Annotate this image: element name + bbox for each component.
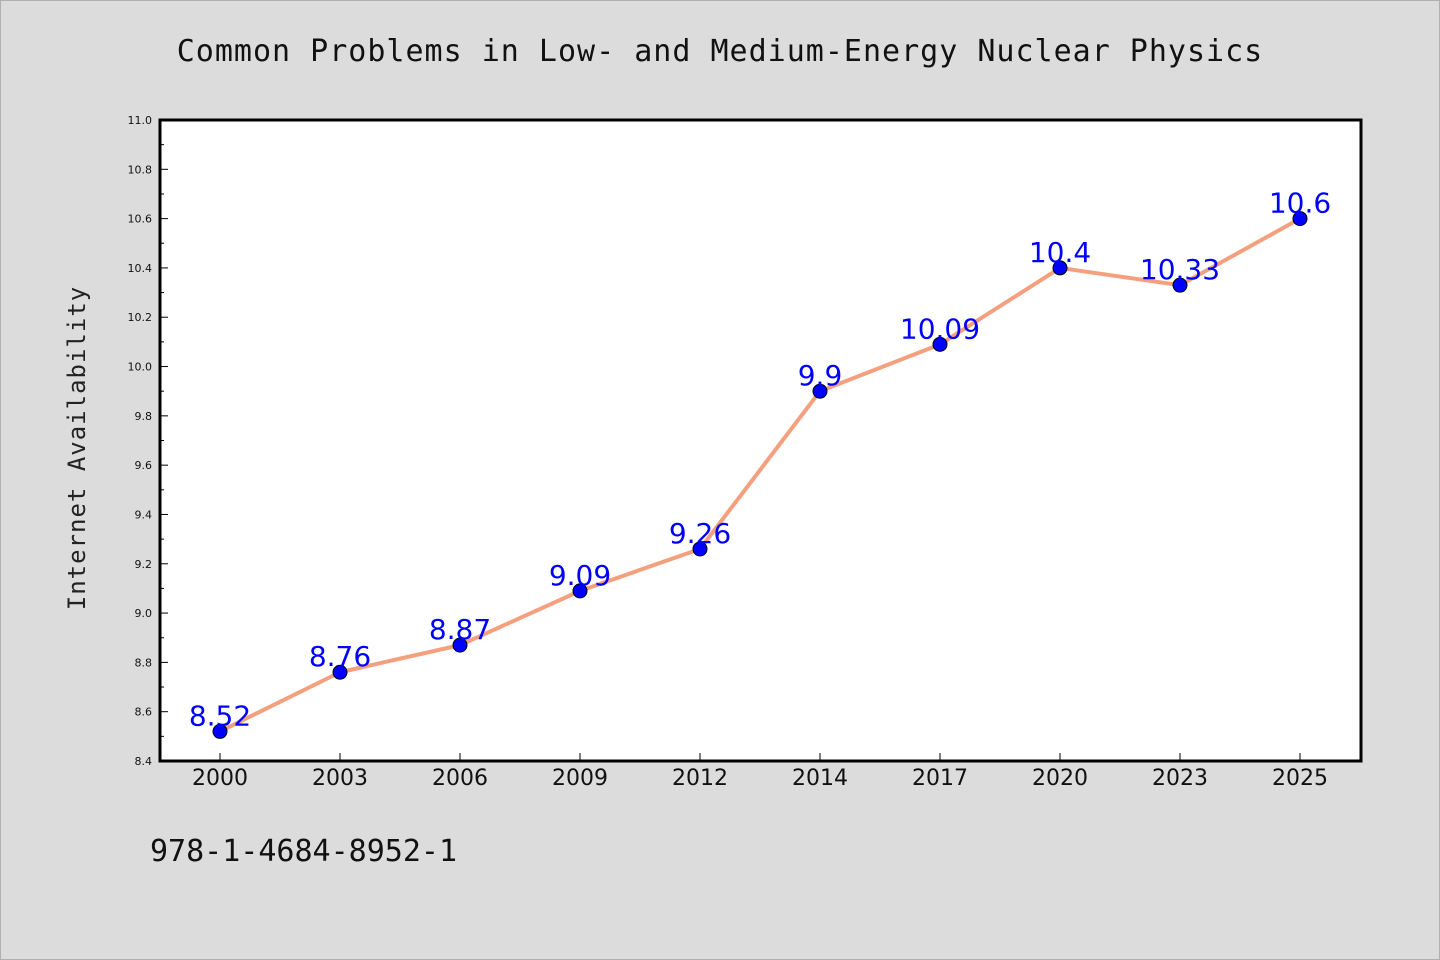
y-tick-label: 10.4 [128, 262, 153, 275]
y-tick-label: 8.8 [135, 656, 153, 669]
data-point [452, 637, 468, 653]
y-tick-label: 9.2 [135, 558, 153, 571]
y-tick-label: 9.6 [135, 459, 153, 472]
data-label: 9.09 [549, 559, 611, 592]
y-axis-label: Internet Availability [63, 286, 91, 610]
data-label: 10.09 [900, 312, 980, 345]
data-label: 8.52 [189, 699, 251, 732]
x-tick-label: 2012 [672, 766, 728, 791]
data-point [1052, 260, 1068, 276]
y-tick-label: 9.4 [135, 508, 153, 521]
data-label: 10.6 [1269, 187, 1331, 220]
y-tick-label: 9.0 [135, 607, 153, 620]
y-tick-label: 10.8 [128, 163, 153, 176]
data-point [932, 336, 948, 352]
data-point [1172, 277, 1188, 293]
data-point [812, 383, 828, 399]
x-tick-label: 2017 [912, 766, 968, 791]
data-label: 9.26 [669, 517, 731, 550]
y-tick-label: 10.6 [128, 213, 153, 226]
series-layer: 8.52 8.76 8.87 9.09 9.26 9.9 10.09 10.4 10.33 10.… [189, 187, 1331, 739]
x-tick-label: 2003 [312, 766, 368, 791]
isbn-label: 978-1-4684-8952-1 [150, 834, 458, 869]
data-point [332, 664, 348, 680]
y-tick-label: 10.0 [128, 361, 153, 374]
data-point [572, 583, 588, 599]
x-axis-ticks: 2000 2003 2006 2009 2012 2014 2017 2020 2023 2025 [192, 753, 1328, 791]
x-tick-label: 2009 [552, 766, 608, 791]
plot-border [158, 118, 1363, 763]
y-tick-label: 8.4 [135, 755, 153, 768]
y-tick-label: 9.8 [135, 410, 153, 423]
x-tick-label: 2020 [1032, 766, 1088, 791]
data-point [212, 723, 228, 739]
x-tick-label: 2025 [1272, 766, 1328, 791]
x-tick-label: 2014 [792, 766, 848, 791]
x-tick-label: 2023 [1152, 766, 1208, 791]
data-label: 8.87 [429, 613, 491, 646]
y-tick-label: 8.6 [135, 706, 153, 719]
plot-area [160, 120, 1361, 761]
data-label: 8.76 [309, 640, 371, 673]
data-point [1292, 211, 1308, 227]
data-point [692, 541, 708, 557]
chart-title: Common Problems in Low- and Medium-Energ… [176, 34, 1264, 69]
data-label: 9.9 [798, 359, 843, 392]
x-tick-label: 2006 [432, 766, 488, 791]
data-label: 10.33 [1140, 253, 1220, 286]
series-line [219, 216, 1301, 734]
data-label: 10.4 [1029, 236, 1091, 269]
y-tick-label: 11.0 [128, 114, 153, 127]
y-tick-label: 10.2 [128, 311, 153, 324]
x-tick-label: 2000 [192, 766, 248, 791]
y-axis-ticks: 8.4 8.6 8.8 9.0 9.2 9.4 9.6 9.8 10.0 10.2 10.4 10.6… [128, 114, 168, 768]
